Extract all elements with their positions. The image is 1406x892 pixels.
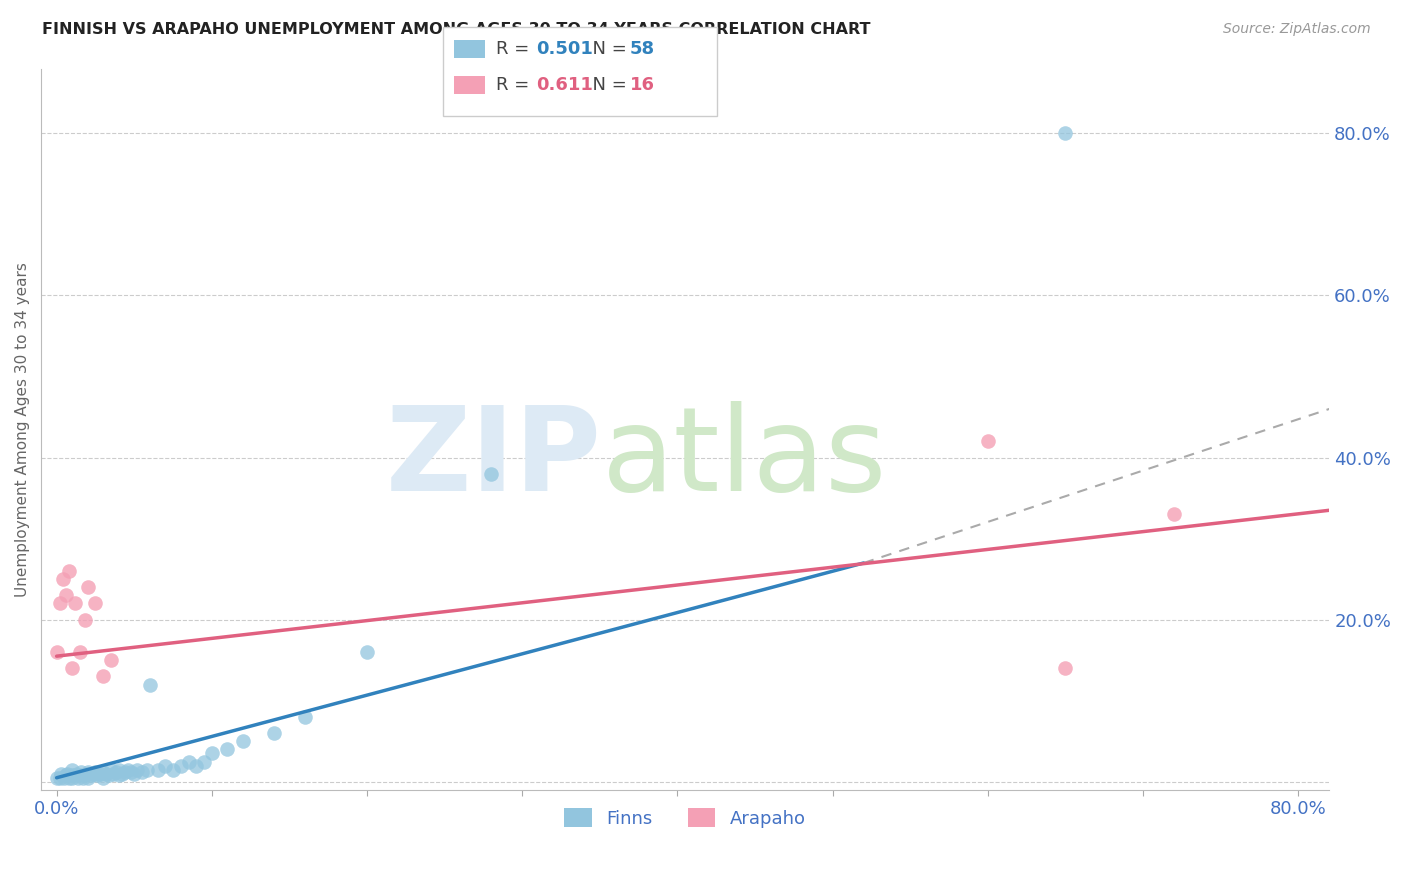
Point (155, 758, 177, 772)
Point (55, 768, 77, 782)
Legend: Finns, Arapaho: Finns, Arapaho (557, 801, 813, 835)
Y-axis label: Unemployment Among Ages 30 to 34 years: Unemployment Among Ages 30 to 34 years (15, 261, 30, 597)
Point (60, 763, 83, 777)
Point (67, 771, 90, 785)
Point (84, 597, 107, 611)
Point (294, 710, 316, 724)
Point (91, 771, 114, 785)
Point (135, 763, 157, 777)
Point (1054, 661, 1077, 675)
Point (356, 645, 378, 659)
Point (83, 766, 105, 780)
Point (58, 564, 80, 578)
Text: N =: N = (581, 40, 633, 58)
Point (100, 763, 122, 777)
Point (107, 763, 129, 777)
Point (977, 434, 1000, 449)
Point (107, 768, 129, 782)
Point (70, 765, 93, 780)
Point (131, 765, 153, 780)
Point (69, 768, 91, 782)
Point (98, 768, 121, 782)
Point (56, 766, 79, 780)
Point (66, 766, 89, 780)
Point (186, 758, 208, 772)
Point (89, 766, 111, 780)
Point (104, 765, 127, 780)
Point (80, 768, 103, 782)
Point (72, 771, 94, 785)
Point (84, 765, 107, 780)
Point (146, 763, 169, 777)
Text: FINNISH VS ARAPAHO UNEMPLOYMENT AMONG AGES 30 TO 34 YEARS CORRELATION CHART: FINNISH VS ARAPAHO UNEMPLOYMENT AMONG AG… (42, 22, 870, 37)
Point (86, 768, 108, 782)
Point (91, 765, 114, 780)
Point (65, 768, 87, 782)
Point (162, 763, 184, 777)
Point (60, 771, 83, 785)
Point (127, 763, 149, 777)
Point (100, 653, 122, 667)
Point (139, 677, 162, 691)
Point (75, 766, 97, 780)
Text: 0.501: 0.501 (536, 40, 592, 58)
Point (60, 661, 83, 675)
Point (73, 613, 96, 627)
Point (170, 758, 193, 772)
Point (193, 755, 215, 769)
Point (52, 572, 75, 586)
Point (48, 597, 70, 611)
Point (1054, 127, 1077, 141)
Point (55, 588, 77, 602)
Text: ZIP: ZIP (385, 401, 602, 516)
Point (96, 766, 118, 780)
Text: 0.611: 0.611 (536, 76, 592, 94)
Point (91, 669, 114, 683)
Point (111, 766, 134, 780)
Point (76, 580, 98, 594)
Point (65, 597, 87, 611)
Text: Source: ZipAtlas.com: Source: ZipAtlas.com (1223, 22, 1371, 37)
Point (114, 765, 136, 780)
Point (201, 747, 224, 761)
Point (101, 766, 124, 780)
Point (51, 766, 73, 780)
Point (58, 771, 80, 785)
Text: R =: R = (496, 40, 536, 58)
Point (73, 768, 96, 782)
Point (263, 726, 285, 740)
Point (45, 645, 67, 659)
Point (217, 742, 239, 756)
Point (69, 645, 91, 659)
Point (76, 765, 98, 780)
Point (120, 765, 142, 780)
Point (177, 755, 200, 769)
Text: 58: 58 (630, 40, 655, 58)
Text: atlas: atlas (602, 401, 887, 516)
Point (479, 467, 502, 481)
Text: R =: R = (496, 76, 536, 94)
Point (48, 771, 70, 785)
Point (76, 771, 98, 785)
Point (45, 771, 67, 785)
Point (59, 768, 82, 782)
Point (117, 763, 139, 777)
Point (53, 771, 76, 785)
Point (122, 766, 145, 780)
Text: 16: 16 (630, 76, 655, 94)
Text: N =: N = (581, 76, 633, 94)
Point (232, 734, 254, 748)
Point (1163, 508, 1185, 522)
